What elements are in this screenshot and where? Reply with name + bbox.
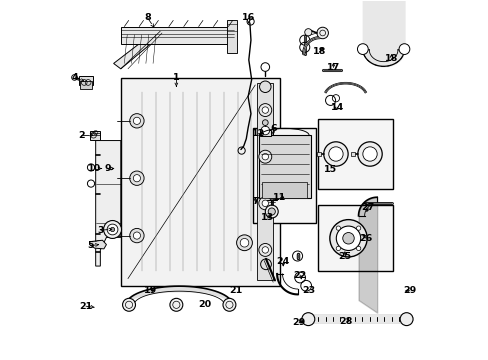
Text: 5: 5 — [87, 241, 93, 250]
Text: 26: 26 — [358, 234, 371, 243]
Text: 17: 17 — [326, 63, 339, 72]
Circle shape — [261, 63, 269, 71]
Circle shape — [356, 246, 360, 251]
Polygon shape — [113, 28, 163, 69]
Text: 25: 25 — [338, 252, 351, 261]
Circle shape — [129, 114, 144, 128]
Circle shape — [262, 153, 268, 160]
Circle shape — [399, 313, 412, 325]
Text: 24: 24 — [276, 257, 289, 266]
Text: 27: 27 — [361, 203, 374, 212]
Text: 15: 15 — [324, 166, 336, 175]
Circle shape — [87, 164, 94, 171]
Circle shape — [262, 247, 268, 253]
Text: 21: 21 — [228, 286, 242, 295]
Bar — [80, 81, 92, 89]
Bar — [257, 83, 273, 280]
Text: 23: 23 — [302, 286, 315, 295]
Polygon shape — [89, 240, 106, 249]
Text: 6: 6 — [269, 123, 276, 132]
Bar — [258, 135, 310, 198]
Text: 11: 11 — [272, 193, 285, 202]
Circle shape — [301, 313, 314, 325]
Text: 14: 14 — [330, 103, 344, 112]
Text: 18: 18 — [384, 54, 397, 63]
Circle shape — [258, 104, 271, 117]
Circle shape — [133, 175, 140, 182]
Text: 16: 16 — [242, 13, 255, 22]
Bar — [253, 128, 316, 223]
Circle shape — [316, 27, 328, 39]
Text: 1: 1 — [173, 73, 179, 82]
Bar — [260, 130, 270, 135]
Text: 10: 10 — [88, 164, 101, 173]
Circle shape — [122, 298, 135, 311]
Polygon shape — [96, 140, 121, 266]
Bar — [226, 21, 237, 53]
Circle shape — [357, 142, 382, 166]
Circle shape — [129, 228, 144, 243]
Circle shape — [259, 81, 270, 93]
Circle shape — [262, 120, 267, 126]
Circle shape — [398, 44, 409, 54]
Circle shape — [336, 246, 340, 251]
Circle shape — [267, 208, 275, 215]
Bar — [262, 182, 306, 198]
Circle shape — [240, 238, 248, 247]
Bar — [351, 152, 354, 156]
Bar — [317, 152, 320, 156]
Circle shape — [304, 29, 311, 36]
Bar — [121, 27, 233, 44]
Text: 9: 9 — [105, 164, 111, 173]
Circle shape — [72, 75, 77, 80]
Text: 19: 19 — [143, 286, 157, 295]
Text: 8: 8 — [144, 13, 151, 22]
Circle shape — [258, 197, 271, 210]
Circle shape — [223, 298, 235, 311]
Text: 13: 13 — [261, 213, 274, 222]
Circle shape — [103, 221, 121, 238]
Circle shape — [262, 200, 268, 207]
Circle shape — [129, 171, 144, 185]
Circle shape — [261, 126, 269, 135]
Text: 29: 29 — [292, 318, 305, 327]
Bar — [317, 205, 392, 271]
Text: 22: 22 — [293, 270, 306, 279]
Circle shape — [328, 147, 343, 161]
Circle shape — [87, 180, 94, 187]
Text: 28: 28 — [338, 317, 351, 326]
Circle shape — [133, 117, 140, 125]
Circle shape — [107, 224, 118, 235]
Circle shape — [133, 232, 140, 239]
Circle shape — [262, 107, 268, 113]
Bar — [317, 119, 392, 189]
Text: 4: 4 — [72, 73, 79, 82]
Circle shape — [236, 235, 252, 251]
Circle shape — [110, 227, 115, 231]
Text: 12: 12 — [251, 129, 264, 138]
Circle shape — [323, 142, 347, 166]
Bar — [89, 131, 100, 140]
Circle shape — [258, 150, 271, 163]
Circle shape — [356, 226, 360, 230]
Bar — [121, 78, 280, 286]
Text: 29: 29 — [402, 286, 415, 295]
Circle shape — [169, 298, 183, 311]
Text: 2: 2 — [78, 131, 84, 140]
Circle shape — [329, 220, 366, 257]
Circle shape — [260, 259, 271, 270]
Text: 18: 18 — [312, 47, 326, 56]
Circle shape — [265, 205, 278, 218]
Circle shape — [362, 147, 376, 161]
Text: 21: 21 — [79, 302, 92, 311]
Circle shape — [336, 226, 340, 230]
Circle shape — [336, 226, 360, 251]
Text: 20: 20 — [197, 300, 210, 309]
Text: 7: 7 — [251, 197, 258, 206]
Circle shape — [357, 44, 367, 54]
Circle shape — [258, 243, 271, 256]
Circle shape — [342, 233, 353, 244]
Bar — [79, 76, 93, 85]
Text: 3: 3 — [98, 226, 104, 235]
